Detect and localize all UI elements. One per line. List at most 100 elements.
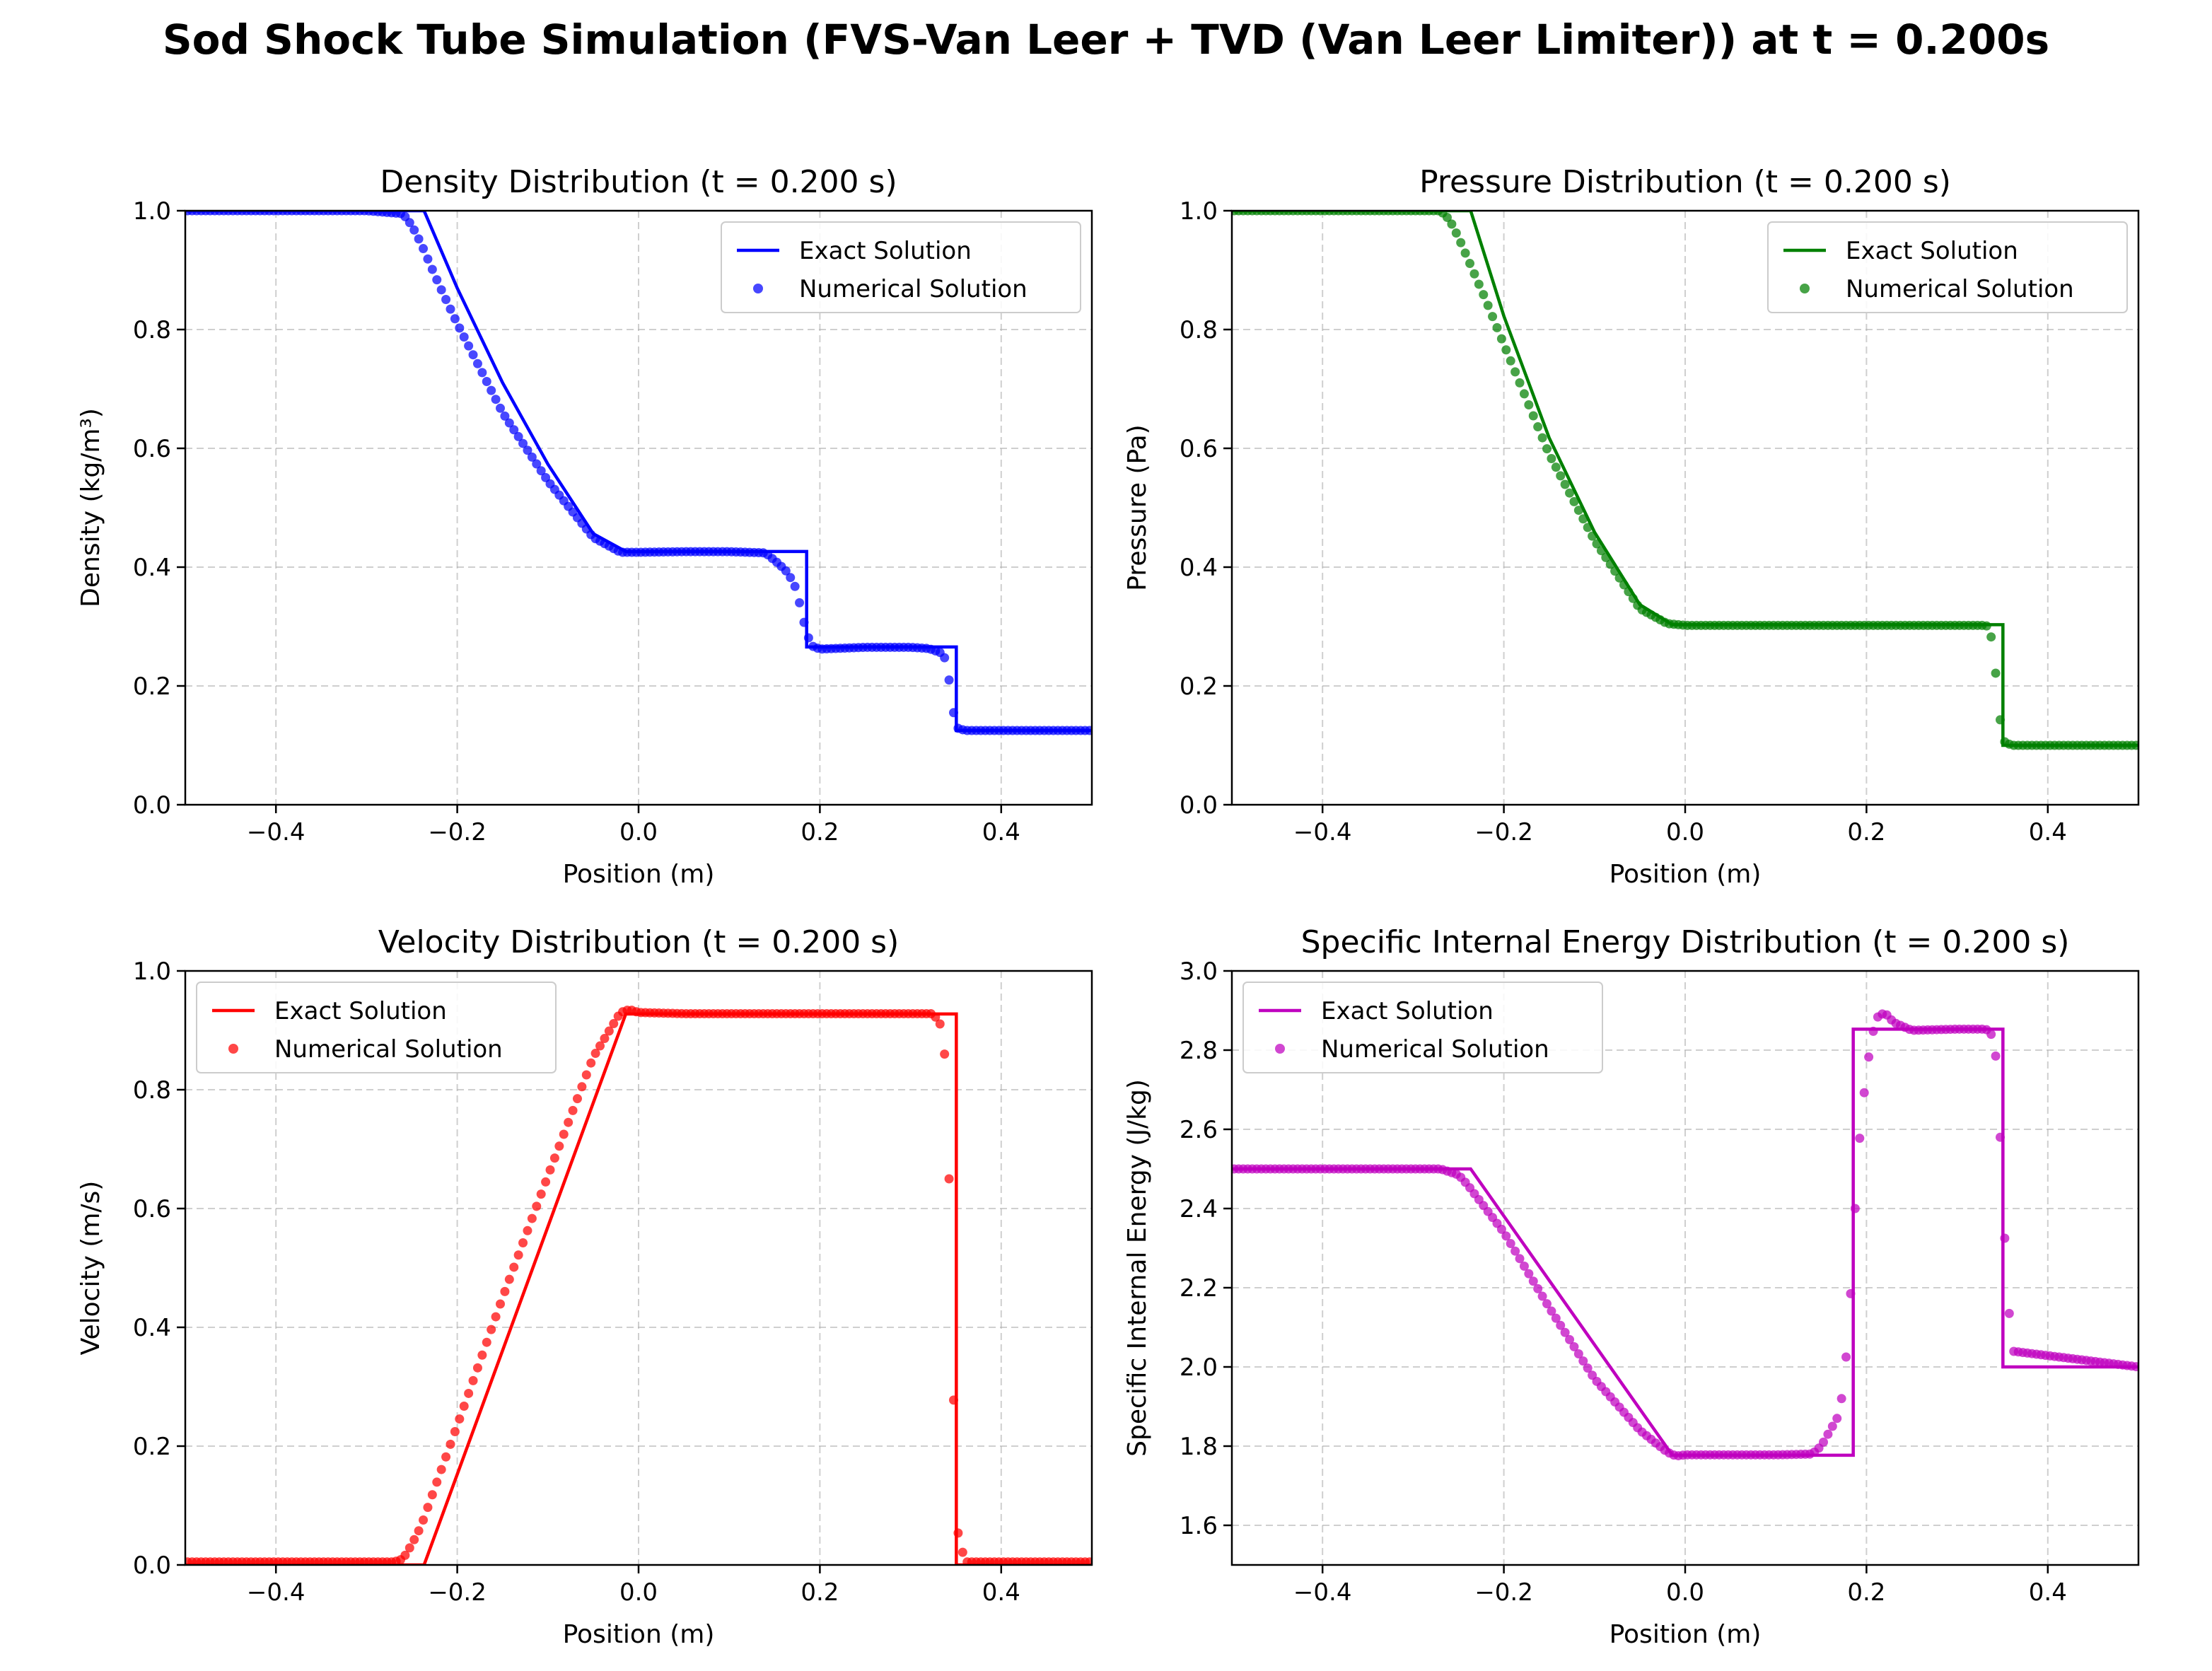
pressure-numerical-point xyxy=(1614,573,1624,583)
density-numerical-point xyxy=(527,452,537,462)
velocity-numerical-point xyxy=(495,1299,505,1309)
velocity-numerical-markers xyxy=(185,1006,1092,1565)
pressure-numerical-point xyxy=(1515,378,1525,388)
pressure-numerical-point xyxy=(1483,301,1493,310)
density-numerical-point xyxy=(799,617,809,627)
chart-pressure: −0.4 −0.2 0.0 0.2 0.4 0.0 0.2 0.4 0.6 0.8 1.0 Press… xyxy=(1123,164,2140,889)
velocity-numerical-point xyxy=(931,1012,941,1022)
velocity-numerical-point xyxy=(509,1262,519,1272)
velocity-numerical-point xyxy=(577,1082,587,1092)
energy-xtick-label: −0.2 xyxy=(1474,1578,1533,1607)
energy-numerical-point xyxy=(1542,1299,1552,1309)
chart-velocity: −0.4 −0.2 0.0 0.2 0.4 0.0 0.2 0.4 0.6 0.8 1.0 Veloc… xyxy=(76,924,1093,1649)
density-legend-exact-label: Exact Solution xyxy=(799,237,972,265)
velocity-numerical-point xyxy=(504,1274,514,1284)
density-numerical-point xyxy=(432,275,442,285)
pressure-numerical-point xyxy=(1496,334,1506,344)
velocity-numerical-point xyxy=(527,1213,537,1223)
pressure-numerical-point xyxy=(1624,587,1634,597)
energy-numerical-point xyxy=(1578,1356,1588,1366)
energy-numerical-point xyxy=(1864,1052,1874,1062)
velocity-numerical-point xyxy=(513,1250,523,1260)
energy-numerical-point xyxy=(1995,1132,2005,1142)
velocity-numerical-point xyxy=(432,1477,442,1487)
density-numerical-point xyxy=(536,466,546,476)
energy-numerical-point xyxy=(1547,1306,1556,1316)
pressure-numerical-point xyxy=(1578,514,1588,524)
pressure-xtick-label: −0.4 xyxy=(1293,818,1352,846)
energy-legend-exact-label: Exact Solution xyxy=(1321,997,1494,1025)
pressure-numerical-point xyxy=(1442,212,1452,222)
density-numerical-point xyxy=(468,350,478,360)
pressure-numerical-point xyxy=(1569,496,1579,506)
pressure-legend-numerical-label: Numerical Solution xyxy=(1846,275,2074,303)
velocity-ytick-label: 1.0 xyxy=(133,957,171,986)
energy-numerical-point xyxy=(1986,1030,1996,1040)
density-ytick-label: 0.8 xyxy=(133,316,171,344)
density-numerical-point xyxy=(495,403,505,413)
velocity-numerical-point xyxy=(935,1019,945,1029)
pressure-numerical-point xyxy=(1556,471,1566,481)
velocity-numerical-point xyxy=(455,1414,465,1424)
density-numerical-point xyxy=(404,218,414,228)
energy-numerical-point xyxy=(2131,1362,2138,1372)
energy-numerical-point xyxy=(1868,1026,1878,1036)
energy-numerical-point xyxy=(1528,1276,1538,1286)
velocity-numerical-point xyxy=(595,1041,605,1051)
pressure-numerical-point xyxy=(1479,290,1489,300)
density-numerical-point xyxy=(414,234,424,244)
energy-numerical-point xyxy=(1569,1341,1579,1351)
velocity-numerical-point xyxy=(446,1439,455,1449)
figure-title: Sod Shock Tube Simulation (FVS-Van Leer … xyxy=(163,16,2049,64)
energy-xtick-label: 0.2 xyxy=(1847,1578,1885,1607)
pressure-numerical-markers xyxy=(1232,211,2138,750)
density-legend-marker-swatch xyxy=(753,284,763,293)
pressure-ytick-label: 0.8 xyxy=(1180,316,1218,344)
energy-numerical-point xyxy=(1859,1088,1869,1097)
velocity-numerical-point xyxy=(564,1117,574,1127)
pressure-numerical-point xyxy=(1537,433,1547,443)
velocity-numerical-point xyxy=(957,1547,967,1557)
density-numerical-point xyxy=(472,359,482,368)
pressure-numerical-point xyxy=(1501,345,1511,355)
velocity-numerical-point xyxy=(953,1528,963,1538)
velocity-legend-exact-label: Exact Solution xyxy=(274,997,447,1025)
pressure-numerical-point xyxy=(1628,593,1638,603)
velocity-numerical-point xyxy=(404,1543,414,1553)
density-numerical-point xyxy=(419,244,429,254)
velocity-numerical-point xyxy=(600,1034,610,1044)
pressure-numerical-point xyxy=(1551,462,1561,472)
pressure-chart-title: Pressure Distribution (t = 0.200 s) xyxy=(1419,164,1951,200)
density-ytick-label: 1.0 xyxy=(133,197,171,226)
velocity-numerical-point xyxy=(450,1427,460,1437)
velocity-numerical-point xyxy=(459,1402,469,1411)
pressure-numerical-point xyxy=(1456,238,1466,248)
velocity-legend: Exact Solution Numerical Solution xyxy=(196,982,557,1073)
density-numerical-point xyxy=(781,566,791,576)
pressure-numerical-point xyxy=(1488,312,1498,322)
energy-numerical-point xyxy=(1506,1239,1515,1249)
pressure-numerical-point xyxy=(1510,367,1520,377)
pressure-numerical-point xyxy=(1583,523,1593,532)
density-numerical-point xyxy=(940,653,950,663)
energy-numerical-point xyxy=(1519,1261,1529,1271)
pressure-numerical-point xyxy=(1610,566,1620,576)
energy-numerical-point xyxy=(1841,1352,1851,1362)
velocity-numerical-point xyxy=(604,1026,614,1036)
velocity-numerical-point xyxy=(609,1019,619,1029)
density-numerical-point xyxy=(509,425,519,435)
pressure-x-axis-label: Position (m) xyxy=(1609,860,1762,889)
energy-ytick-label: 1.6 xyxy=(1180,1512,1218,1540)
chart-energy: −0.4 −0.2 0.0 0.2 0.4 1.6 1.8 2.0 2.2 2.4 2.6 2.8 3.… xyxy=(1123,924,2140,1649)
energy-numerical-point xyxy=(1827,1421,1837,1431)
energy-ytick-label: 2.4 xyxy=(1180,1195,1218,1223)
density-chart-title: Density Distribution (t = 0.200 s) xyxy=(380,164,897,200)
pressure-numerical-point xyxy=(1460,248,1470,258)
density-numerical-point xyxy=(513,431,523,441)
density-numerical-point xyxy=(423,254,433,264)
pressure-numerical-point xyxy=(1601,552,1611,562)
pressure-numerical-point xyxy=(2131,740,2138,750)
pressure-ytick-label: 1.0 xyxy=(1180,197,1218,226)
density-numerical-point xyxy=(786,573,796,583)
